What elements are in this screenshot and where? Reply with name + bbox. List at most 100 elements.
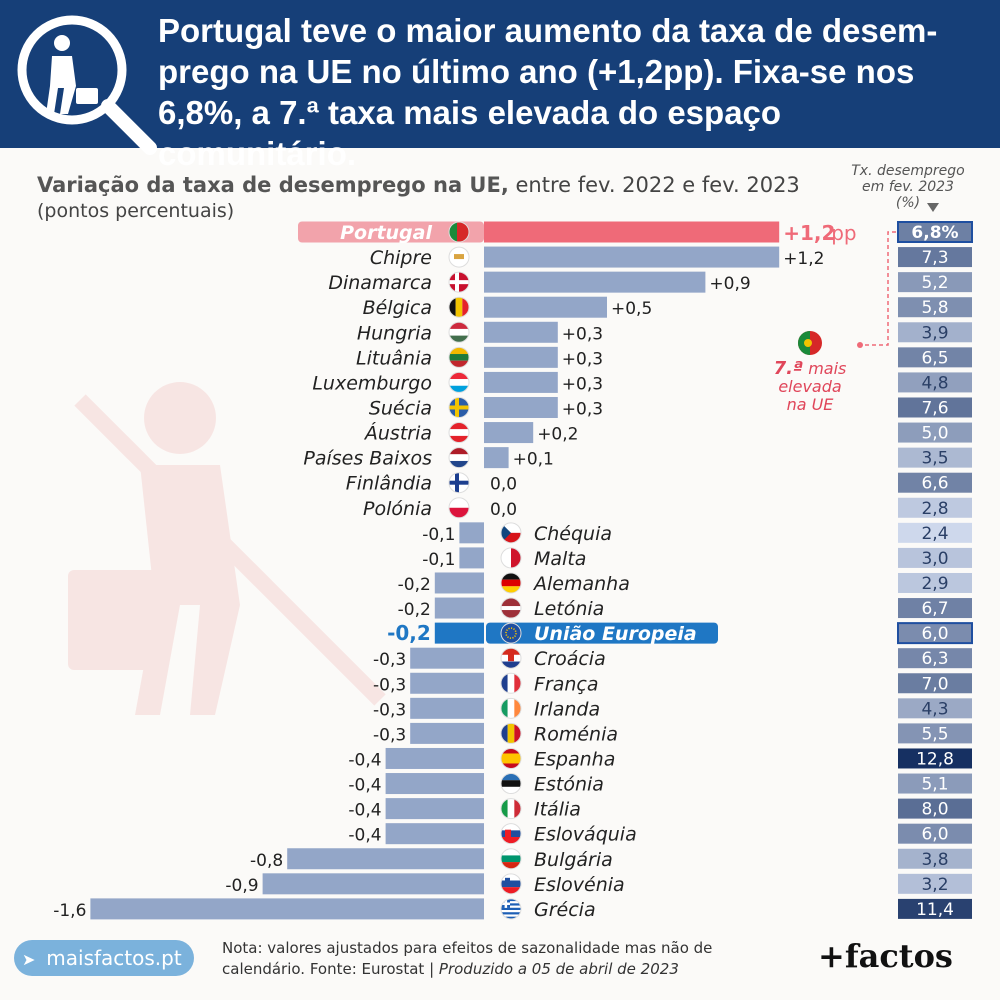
ireland-flag-icon — [500, 697, 522, 719]
country-label: Irlanda — [534, 698, 600, 720]
country-label: França — [534, 673, 599, 695]
rate-value: 6,3 — [921, 649, 948, 669]
produced-date: Produzido a 05 de abril de 2023 — [438, 960, 679, 978]
background-figure-icon — [68, 382, 386, 715]
units-label: (pontos percentuais) — [37, 200, 235, 222]
note-text: Nota: valores ajustados para efeitos de … — [222, 939, 713, 978]
bar — [484, 221, 780, 243]
headline: Portugal teve o maior aumento da taxa de… — [158, 12, 938, 172]
value-label: +0,5 — [611, 299, 652, 319]
rate-box — [897, 221, 973, 243]
rate-value: 6,0 — [921, 825, 948, 845]
rate-box — [898, 372, 972, 393]
value-label: -0,3 — [373, 675, 406, 695]
value-label: 0,0 — [490, 475, 517, 495]
austria-flag-icon — [448, 422, 470, 444]
rank-text-3: na UE — [786, 395, 834, 414]
estonia-flag-icon — [500, 773, 522, 795]
france-flag-icon — [500, 672, 522, 694]
country-label: União Europeia — [534, 623, 697, 645]
rate-box — [898, 472, 972, 493]
rate-value: 4,3 — [921, 699, 948, 719]
value-label: -0,4 — [348, 801, 381, 821]
eu-label-highlight — [486, 622, 718, 644]
value-label: +0,3 — [562, 324, 603, 344]
value-label: -0,3 — [373, 700, 406, 720]
rate-value: 2,4 — [921, 524, 948, 544]
value-label: -0,1 — [422, 525, 455, 545]
rate-box — [898, 723, 972, 744]
bar — [385, 773, 484, 795]
rate-value: 5,5 — [921, 724, 948, 744]
brand-logo: +factos — [818, 937, 953, 975]
country-label: Luxemburgo — [312, 372, 432, 394]
rank-annotation: 7.ª mais elevada na UE — [760, 330, 860, 414]
value-label: -0,4 — [348, 776, 381, 796]
country-label: Países Baixos — [303, 448, 432, 470]
bar — [484, 371, 558, 393]
rate-value: 2,8 — [921, 499, 948, 519]
italy-flag-icon — [500, 798, 522, 820]
country-label: Roménia — [534, 723, 618, 745]
country-label: Alemanha — [532, 573, 630, 595]
rate-value: 8,0 — [921, 800, 948, 820]
rate-value: 5,2 — [921, 273, 948, 293]
lithuania-flag-icon — [448, 346, 470, 368]
rate-value: 4,8 — [921, 373, 948, 393]
portugal-label-highlight — [298, 221, 484, 243]
rate-value: 6,5 — [921, 348, 948, 368]
value-label: -0,1 — [422, 550, 455, 570]
rate-value: 5,8 — [921, 298, 948, 318]
spain-flag-icon — [500, 747, 522, 769]
rate-value: 6,0 — [921, 624, 948, 644]
portugal-flag-icon — [448, 221, 470, 243]
rate-box — [898, 347, 972, 368]
bar — [484, 396, 558, 418]
country-label: Letónia — [534, 598, 604, 620]
value-label: -0,4 — [348, 750, 381, 770]
malta-flag-icon — [500, 547, 522, 569]
country-label: Croácia — [534, 648, 606, 670]
rate-box — [898, 272, 972, 293]
value-label: +0,1 — [513, 450, 554, 470]
unit-suffix: pp — [831, 221, 856, 245]
greece-flag-icon — [500, 898, 522, 920]
country-label: Eslovénia — [534, 874, 625, 896]
value-label: -0,3 — [373, 650, 406, 670]
bar — [484, 271, 706, 293]
country-label: Eslováquia — [534, 824, 637, 846]
paper-plane-icon: ➤ — [22, 950, 36, 969]
portugal-flag-icon — [798, 331, 822, 355]
latvia-flag-icon — [500, 597, 522, 619]
finland-flag-icon — [448, 472, 470, 494]
rate-value: 6,8% — [911, 223, 958, 243]
rate-box — [898, 648, 972, 669]
rate-box — [898, 848, 972, 869]
bar — [410, 647, 484, 669]
country-label: Itália — [534, 799, 581, 821]
netherlands-flag-icon — [448, 447, 470, 469]
rate-value: 7,3 — [921, 248, 948, 268]
country-label: Hungria — [357, 322, 432, 344]
country-label: Polónia — [363, 498, 432, 520]
bar — [459, 522, 484, 544]
rate-box — [898, 397, 972, 418]
bar — [385, 823, 484, 845]
belgium-flag-icon — [448, 296, 470, 318]
value-label: -0,8 — [250, 851, 283, 871]
website-link[interactable]: maisfactos.pt — [14, 940, 194, 976]
czechia-flag-icon — [500, 522, 522, 544]
country-label: Lituânia — [356, 347, 432, 369]
value-label: 0,0 — [490, 500, 517, 520]
rate-box — [898, 247, 972, 268]
value-label: +0,3 — [562, 374, 603, 394]
bar — [434, 572, 484, 594]
annotation-dot — [857, 342, 863, 348]
country-label: Suécia — [369, 397, 432, 419]
rate-value: 5,0 — [921, 424, 948, 444]
slovenia-flag-icon — [500, 873, 522, 895]
bar — [287, 848, 484, 870]
chart-subtitle: Variação da taxa de desemprego na UE, en… — [37, 172, 800, 198]
slovakia-flag-icon — [500, 823, 522, 845]
